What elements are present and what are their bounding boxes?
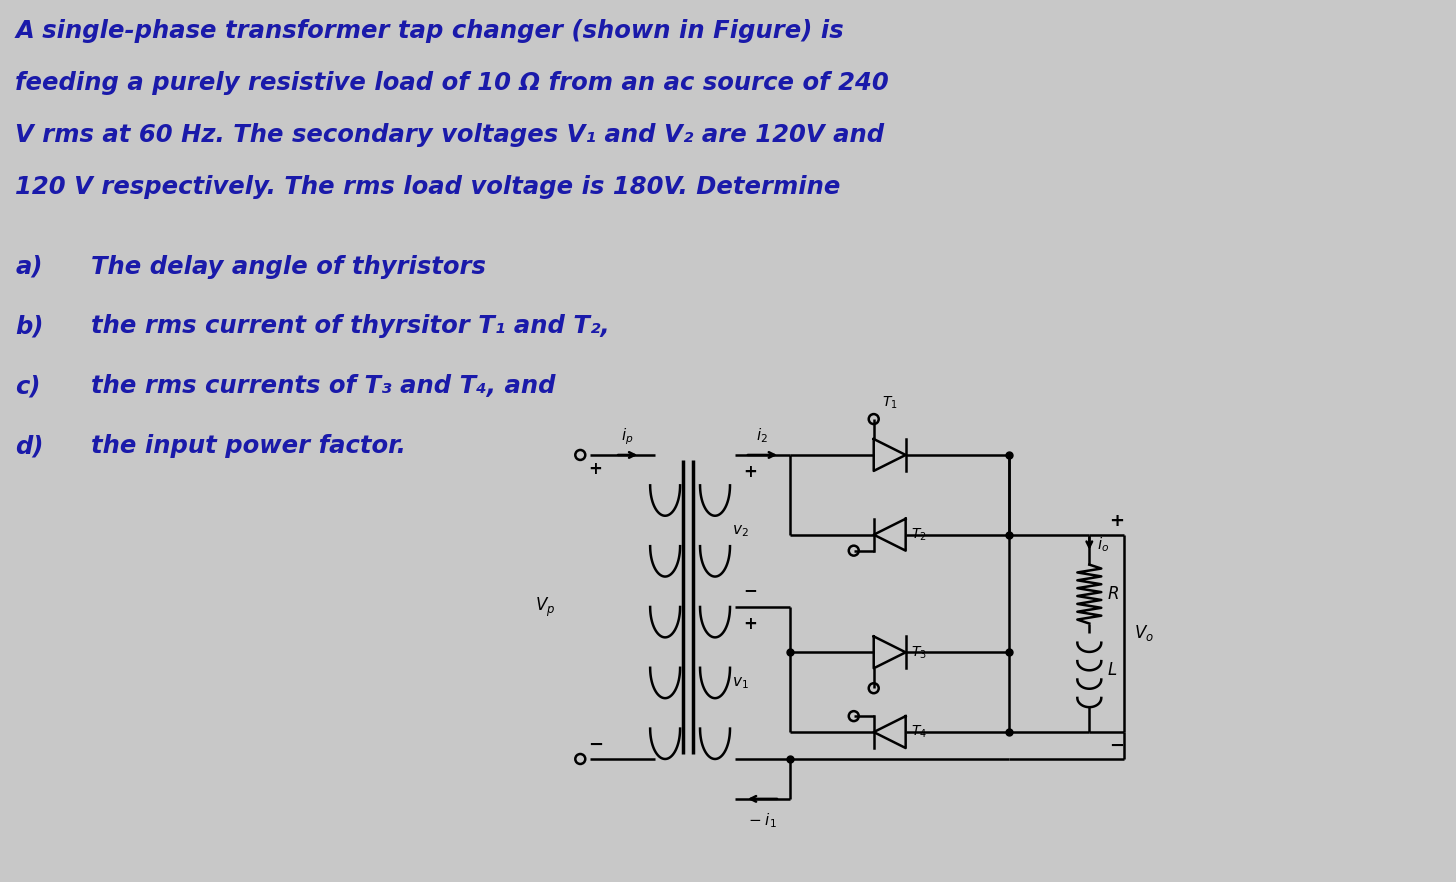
Text: b): b): [16, 314, 44, 339]
Text: +: +: [743, 616, 757, 633]
Text: $T_1$: $T_1$: [882, 394, 897, 411]
Text: $i_2$: $i_2$: [756, 426, 767, 445]
Text: 120 V respectively. The rms load voltage is 180V. Determine: 120 V respectively. The rms load voltage…: [16, 175, 840, 198]
Point: [997, 725, 1021, 739]
Text: −: −: [743, 581, 757, 600]
Text: −: −: [1109, 737, 1124, 755]
Text: $i_o$: $i_o$: [1098, 535, 1109, 554]
Text: a): a): [16, 255, 42, 279]
Text: $V_o$: $V_o$: [1134, 624, 1155, 643]
Text: the rms current of thyrsitor T₁ and T₂,: the rms current of thyrsitor T₁ and T₂,: [92, 314, 610, 339]
Text: R: R: [1107, 585, 1118, 603]
Point: [997, 646, 1021, 660]
Text: The delay angle of thyristors: The delay angle of thyristors: [92, 255, 486, 279]
Point: [997, 527, 1021, 542]
Text: $T_2$: $T_2$: [910, 527, 926, 543]
Text: $v_1$: $v_1$: [731, 676, 748, 691]
Text: $V_p$: $V_p$: [536, 595, 555, 618]
Text: $T_3$: $T_3$: [910, 644, 926, 661]
Text: $i_p$: $i_p$: [620, 426, 633, 447]
Text: feeding a purely resistive load of 10 Ω from an ac source of 240: feeding a purely resistive load of 10 Ω …: [16, 71, 890, 95]
Text: A single-phase transformer tap changer (shown in Figure) is: A single-phase transformer tap changer (…: [16, 19, 844, 43]
Point: [779, 752, 802, 766]
Text: $-\;i_1$: $-\;i_1$: [747, 811, 776, 830]
Text: c): c): [16, 374, 41, 398]
Text: the rms currents of T₃ and T₄, and: the rms currents of T₃ and T₄, and: [92, 374, 556, 398]
Point: [997, 448, 1021, 462]
Point: [779, 646, 802, 660]
Text: V rms at 60 Hz. The secondary voltages V₁ and V₂ are 120V and: V rms at 60 Hz. The secondary voltages V…: [16, 123, 884, 147]
Text: $T_4$: $T_4$: [910, 724, 926, 740]
Text: +: +: [1109, 512, 1124, 530]
Text: the input power factor.: the input power factor.: [92, 434, 406, 458]
Text: L: L: [1107, 662, 1117, 679]
Text: $v_2$: $v_2$: [731, 523, 748, 539]
Text: +: +: [743, 463, 757, 481]
Text: +: +: [588, 460, 603, 478]
Text: −: −: [588, 736, 603, 754]
Text: d): d): [16, 434, 44, 458]
